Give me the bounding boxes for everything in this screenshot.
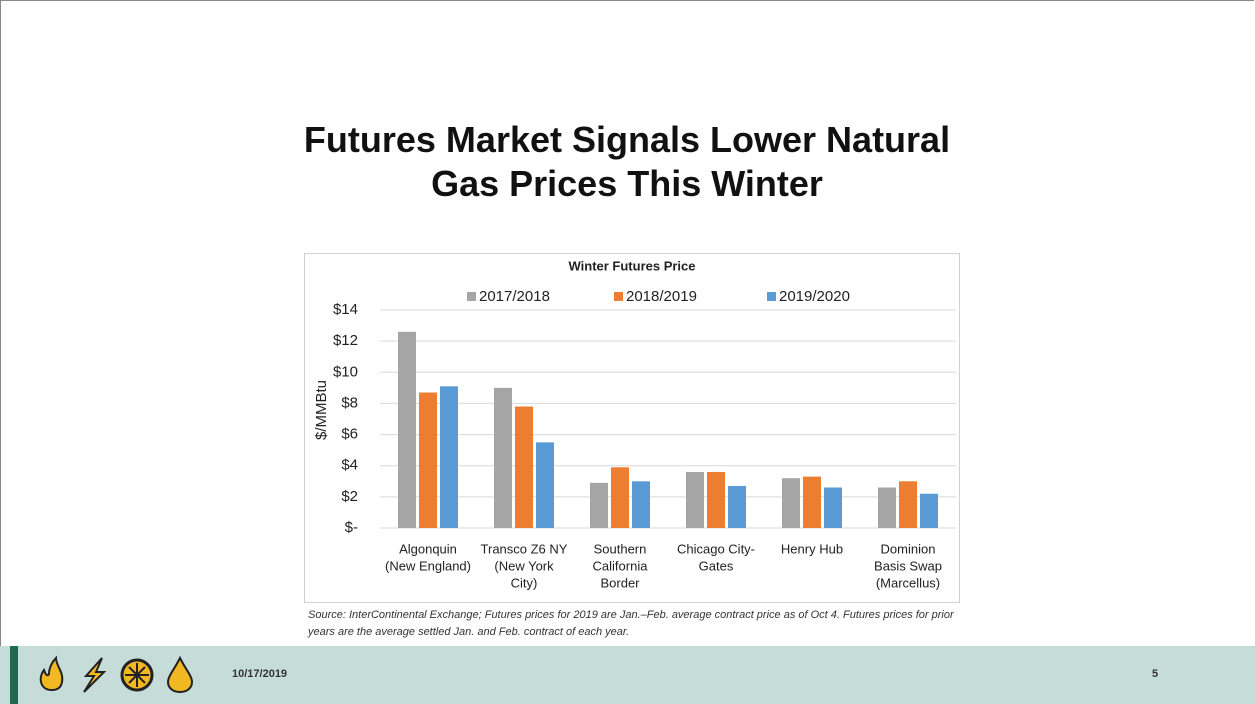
bar: [536, 442, 554, 528]
x-tick-label: Chicago City-: [677, 541, 755, 556]
x-tick-label: Gates: [699, 558, 734, 573]
y-tick-label: $14: [333, 301, 358, 318]
bar: [632, 481, 650, 528]
y-tick-label: $2: [341, 488, 358, 505]
legend-label: 2019/2020: [779, 288, 850, 305]
y-tick-label: $4: [341, 457, 358, 474]
x-tick-label: Algonquin: [399, 541, 457, 556]
bar: [590, 482, 608, 528]
footer: 10/17/2019 5: [0, 646, 1255, 704]
y-axis-label: $/MMBtu: [313, 380, 330, 440]
legend-label: 2018/2019: [626, 288, 697, 305]
x-tick-label: (New York: [494, 558, 554, 573]
bar: [782, 478, 800, 528]
bar: [515, 406, 533, 528]
legend-swatch: [467, 292, 476, 301]
y-tick-label: $12: [333, 332, 358, 349]
turbine-blades: [125, 663, 149, 687]
bar: [878, 487, 896, 528]
bar: [899, 481, 917, 528]
x-tick-label: Border: [600, 575, 640, 590]
chart-title: Winter Futures Price: [568, 258, 695, 273]
footer-date: 10/17/2019: [232, 668, 288, 680]
x-tick-label: Transco Z6 NY: [481, 541, 568, 556]
legend-label: 2017/2018: [479, 288, 550, 305]
legend-swatch: [614, 292, 623, 301]
x-tick-label: (New England): [385, 558, 471, 573]
flame-icon: [39, 655, 64, 692]
page-number: 5: [1152, 668, 1159, 680]
x-tick-label: Basis Swap: [874, 558, 942, 573]
bar: [707, 471, 725, 528]
y-tick-label: $10: [333, 363, 358, 380]
x-tick-label: Henry Hub: [781, 541, 843, 556]
x-tick-label: Dominion: [881, 541, 936, 556]
bar: [611, 467, 629, 528]
y-tick-label: $8: [341, 394, 358, 411]
footer-icons: [39, 655, 194, 694]
bar: [419, 392, 437, 528]
slide-title: Futures Market Signals Lower Natural Gas…: [303, 119, 951, 204]
source-note: Source: InterContinental Exchange; Futur…: [308, 609, 954, 638]
bolt-icon: [83, 657, 107, 693]
x-tick-label: City): [511, 575, 538, 590]
footer-stripe: [10, 646, 18, 704]
bar: [686, 471, 704, 528]
chart: Winter Futures Price $/MMBtu $- $2 $4 $6 $8 $…: [304, 253, 960, 603]
x-tick-label: (Marcellus): [876, 575, 940, 590]
y-tick-label: $-: [345, 519, 358, 536]
bar: [728, 485, 746, 528]
bar: [398, 331, 416, 528]
x-tick-label: California: [593, 558, 649, 573]
y-tick-label: $6: [341, 426, 358, 443]
bar: [494, 387, 512, 528]
x-tick-label: Southern: [594, 541, 647, 556]
bar: [920, 493, 938, 528]
bar: [803, 476, 821, 528]
legend-swatch: [767, 292, 776, 301]
bar: [824, 487, 842, 528]
drop-icon: [166, 655, 194, 694]
bar: [440, 386, 458, 528]
